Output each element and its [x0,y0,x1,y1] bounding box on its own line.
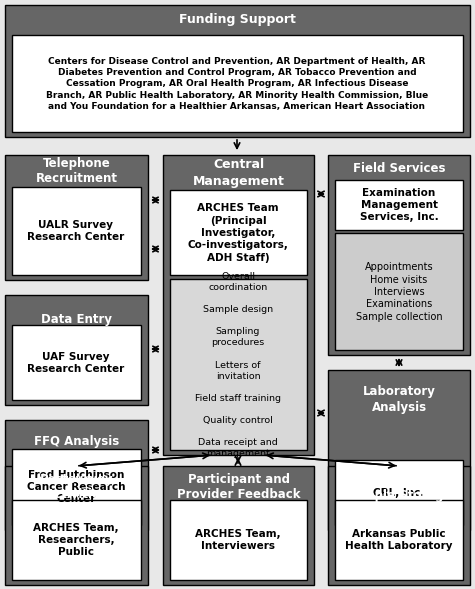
Text: Fred Hutchinson
Cancer Research
Center: Fred Hutchinson Cancer Research Center [27,469,125,504]
Text: UALR Survey
Research Center: UALR Survey Research Center [28,220,124,242]
Bar [170,500,307,580]
Bar [328,466,470,585]
Text: Participant and
Provider Feedback: Participant and Provider Feedback [177,472,300,501]
Bar [335,180,463,230]
Bar [12,187,141,275]
Bar [12,500,141,580]
Bar [5,466,148,585]
Bar [335,460,463,525]
Text: ARCHES Team
(Principal
Investigator,
Co-investigators,
ADH Staff): ARCHES Team (Principal Investigator, Co-… [188,203,288,263]
Bar [170,190,307,275]
Text: Funding Support: Funding Support [179,12,295,25]
Text: Overall
coordination

Sample design

Sampling
procedures

Letters of
invitation
: Overall coordination Sample design Sampl… [195,272,281,458]
Text: Appointments
Home visits
Interviews
Examinations
Sample collection: Appointments Home visits Interviews Exam… [356,262,442,322]
Bar [12,449,141,525]
Text: ARCHES Team,
Researchers,
Public: ARCHES Team, Researchers, Public [33,522,119,557]
Bar [170,279,307,450]
Text: Central
Management: Central Management [192,158,285,187]
Text: ARCHES Team,
Interviewers: ARCHES Team, Interviewers [195,529,281,551]
Bar [5,155,148,280]
Bar [5,5,470,137]
Bar [5,295,148,405]
Text: Examination
Management
Services, Inc.: Examination Management Services, Inc. [360,188,438,223]
Bar [5,420,148,530]
Bar [163,466,314,585]
Bar [335,233,463,350]
Bar [12,35,463,132]
Text: UAF Survey
Research Center: UAF Survey Research Center [28,352,124,374]
Bar [328,370,470,530]
Text: Field Services: Field Services [353,163,445,176]
Text: Centers for Disease Control and Prevention, AR Department of Health, AR
Diabetes: Centers for Disease Control and Preventi… [46,57,428,111]
Bar [335,500,463,580]
Bar [328,155,470,355]
Text: Laboratory
Analysis: Laboratory Analysis [362,385,436,415]
Text: FFQ Analysis: FFQ Analysis [34,435,119,448]
Text: Telephone
Recruitment: Telephone Recruitment [36,157,117,186]
Text: Postsurvey
Activities: Postsurvey Activities [40,472,114,501]
Text: Arkansas Public
Health Laboratory: Arkansas Public Health Laboratory [345,529,453,551]
Bar [163,155,314,455]
Bar [12,325,141,400]
Text: Long-term
Sample Storage: Long-term Sample Storage [346,472,452,501]
Text: CRL, Inc.: CRL, Inc. [373,488,425,498]
Text: Data Entry: Data Entry [41,313,112,326]
